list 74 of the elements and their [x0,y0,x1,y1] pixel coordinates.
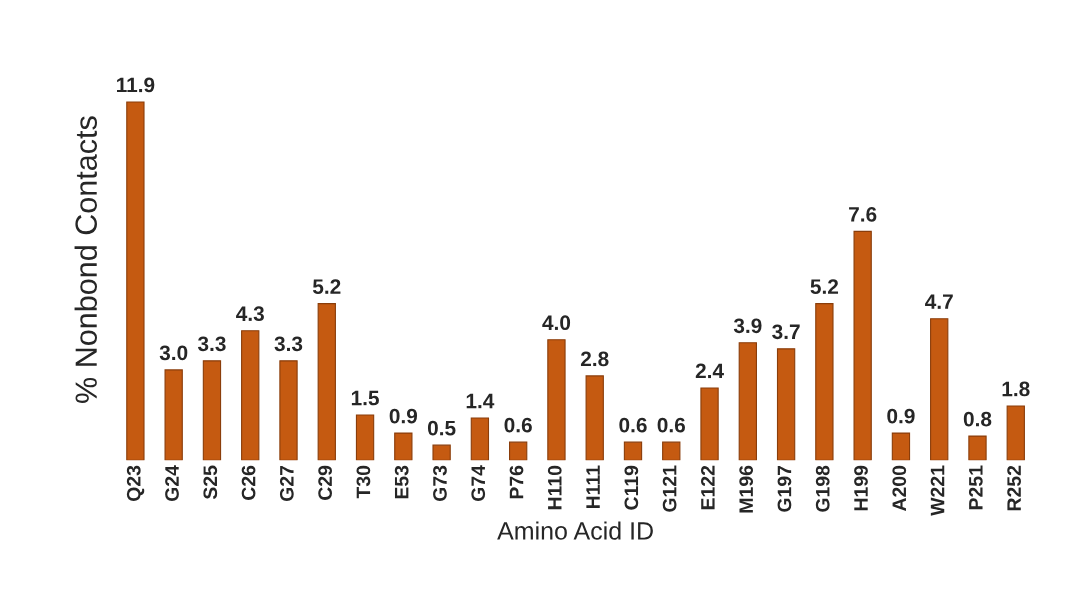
bar [432,444,451,461]
bar [241,330,260,461]
bar [547,339,566,461]
x-tick-label: G74 [471,465,486,502]
bar [853,230,872,461]
bar [968,435,987,461]
data-label: 5.2 [312,279,341,294]
bar [585,375,604,461]
data-label: 2.4 [695,363,724,379]
data-label: 3.3 [274,336,303,352]
data-label: 0.6 [619,417,647,433]
bar [317,303,336,461]
x-tick-label: S25 [203,465,218,500]
data-label: 1.8 [1002,381,1030,397]
data-label: 0.5 [427,420,456,436]
data-label: 0.6 [504,417,532,433]
x-tick-label: A200 [892,465,907,512]
x-tick-label: R252 [1007,465,1021,511]
data-label: 0.8 [963,411,992,427]
data-label: 3.7 [772,324,800,340]
bar [126,101,145,461]
data-label: 11.9 [117,77,155,93]
bar [355,414,375,461]
data-label: 4.7 [925,294,953,309]
y-axis-title: % Nonbond Contacts [74,116,97,403]
bar [738,342,757,461]
data-label: 0.9 [389,408,418,424]
bar [891,432,911,461]
x-axis-title: Amino Acid ID [497,521,653,540]
bar [776,348,796,461]
x-tick-label: G198 [815,465,830,512]
bar [202,360,222,461]
bar [930,318,949,461]
data-label: 1.5 [351,390,379,406]
data-label: 3.3 [197,336,226,352]
data-label: 3.9 [733,318,762,334]
x-tick-label: Q23 [126,465,145,502]
data-label: 4.3 [236,306,264,322]
x-tick-label: C26 [241,465,256,500]
x-tick-label: C29 [318,465,332,500]
bar [623,441,643,461]
x-tick-label: G27 [279,465,294,502]
x-tick-label: G24 [165,465,179,502]
x-tick-label: G197 [777,465,792,512]
x-tick-label: E122 [701,465,715,510]
x-tick-label: G121 [662,465,677,512]
data-label: 5.2 [810,279,839,294]
bar [279,360,298,461]
bar [164,369,183,461]
x-tick-label: P251 [968,465,983,510]
data-label: 7.6 [849,207,877,222]
x-tick-label: P76 [509,465,524,499]
x-tick-label: C119 [624,465,639,510]
x-tick-label: T30 [356,465,371,499]
x-tick-label: E53 [394,465,409,499]
data-label: 1.4 [466,393,495,409]
x-tick-label: H199 [854,465,868,511]
bar [1006,405,1025,461]
bar [700,387,719,461]
bar [508,441,528,461]
bar [815,303,834,461]
bar [470,417,490,461]
data-label: 0.9 [887,408,915,424]
x-tick-label: G73 [433,465,447,502]
bar [394,432,413,461]
x-tick-label: H111 [586,465,600,509]
data-label: 2.8 [580,351,609,367]
x-tick-label: M196 [739,465,754,513]
data-label: 0.6 [657,417,685,433]
x-tick-label: H110 [547,465,562,510]
x-tick-label: W221 [930,465,945,516]
data-label: 3.0 [159,345,188,361]
data-label: 4.0 [542,315,571,331]
bar [662,441,681,461]
